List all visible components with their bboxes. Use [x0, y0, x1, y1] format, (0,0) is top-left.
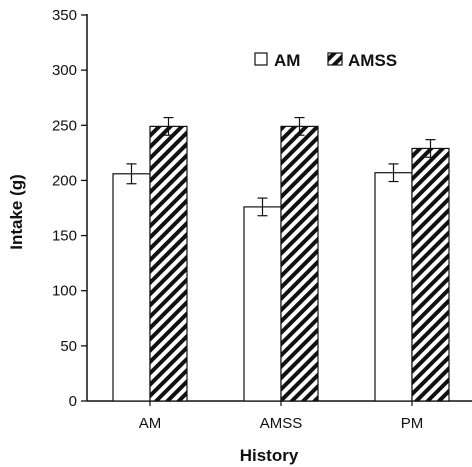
y-tick-label: 250 [52, 117, 77, 134]
legend-swatch-am [254, 52, 268, 66]
y-tick-label: 150 [52, 228, 77, 245]
y-tick-label: 200 [52, 172, 77, 189]
bar-amss-amss [280, 125, 319, 402]
y-tick-label: 0 [69, 393, 77, 410]
y-tick-label: 350 [52, 7, 77, 24]
legend-label-am: AM [274, 51, 300, 70]
bars [112, 116, 450, 402]
y-axis-title: Intake (g) [7, 174, 26, 250]
bar-am-am [112, 173, 151, 402]
legend: AM AMSS [254, 51, 397, 70]
y-tick-label: 50 [60, 338, 77, 355]
tick-labels: 0 50 100 150 200 250 300 350 AM AMSS PM [52, 7, 423, 432]
bar-amss-am [149, 125, 188, 402]
x-tick-label: AM [139, 415, 162, 432]
x-tick-label: AMSS [260, 415, 303, 432]
legend-swatch-amss [327, 52, 343, 66]
bar-am-amss [243, 206, 282, 402]
y-tick-label: 100 [52, 283, 77, 300]
x-axis-title: History [240, 446, 299, 465]
bar-am-pm [374, 172, 413, 402]
y-tick-label: 300 [52, 62, 77, 79]
x-tick-label: PM [401, 415, 424, 432]
legend-label-amss: AMSS [348, 51, 397, 70]
bar-amss-pm [411, 147, 450, 402]
